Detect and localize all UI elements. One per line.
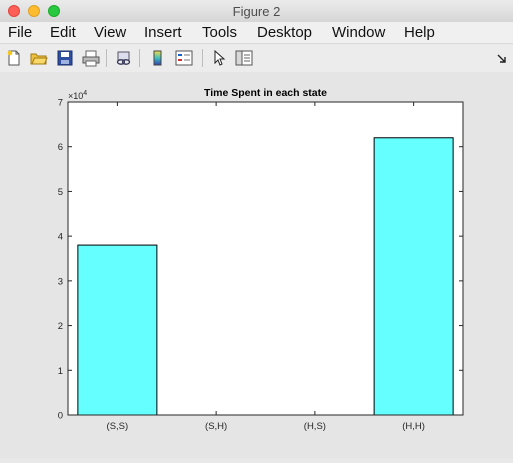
y-tick-label: 4 (58, 232, 63, 243)
colorbar-icon[interactable] (149, 49, 167, 67)
pointer-icon[interactable] (211, 49, 229, 67)
figure-toolbar (0, 43, 513, 73)
open-file-icon[interactable] (30, 49, 48, 67)
y-tick-label: 5 (58, 187, 63, 198)
x-tick-label: (S,H) (205, 421, 227, 432)
menu-bar: File Edit View Insert Tools Desktop Wind… (0, 22, 513, 43)
link-icon[interactable] (115, 49, 133, 67)
menu-view[interactable]: View (94, 24, 127, 41)
window-title: Figure 2 (232, 4, 281, 19)
minimize-window-button[interactable] (28, 5, 40, 17)
menu-window[interactable]: Window (332, 24, 386, 41)
menu-tools[interactable]: Tools (202, 24, 238, 41)
y-tick-label: 2 (58, 321, 63, 332)
toolbar-separator (202, 49, 203, 67)
x-tick-label: (S,S) (107, 421, 129, 432)
toolbar-separator (106, 49, 107, 67)
menu-edit[interactable]: Edit (50, 24, 76, 41)
new-figure-icon[interactable] (5, 49, 23, 67)
dock-arrow-icon[interactable] (496, 53, 508, 65)
axes-frame (67, 101, 464, 416)
bar (77, 244, 158, 416)
title-bar: Figure 2 (0, 0, 513, 23)
y-tick-label: 0 (58, 411, 63, 422)
x-tick-label: (H,H) (402, 421, 425, 432)
property-inspector-icon[interactable] (235, 49, 253, 67)
x-tick-label: (H,S) (304, 421, 326, 432)
bar-chart: Time Spent in each state ×104 0 1 2 3 4 5 6 7 (… (58, 87, 464, 432)
figure-canvas: Time Spent in each state ×104 0 1 2 3 4 5 6 7 (… (0, 72, 513, 458)
y-tick-label: 6 (58, 142, 63, 153)
chart-title: Time Spent in each state (204, 87, 327, 99)
print-icon[interactable] (82, 49, 100, 67)
menu-insert[interactable]: Insert (144, 24, 182, 41)
close-window-button[interactable] (8, 5, 20, 17)
bar (373, 137, 454, 416)
save-icon[interactable] (56, 49, 74, 67)
y-tick-label: 3 (58, 276, 63, 287)
menu-file[interactable]: File (8, 24, 33, 41)
menu-help[interactable]: Help (404, 24, 435, 41)
maximize-window-button[interactable] (48, 5, 60, 17)
y-axis-multiplier: ×104 (68, 90, 87, 101)
y-tick-label: 7 (58, 98, 63, 109)
y-tick-label: 1 (58, 366, 63, 377)
menu-desktop[interactable]: Desktop (257, 24, 313, 41)
toolbar-separator (139, 49, 140, 67)
legend-icon[interactable] (175, 49, 193, 67)
